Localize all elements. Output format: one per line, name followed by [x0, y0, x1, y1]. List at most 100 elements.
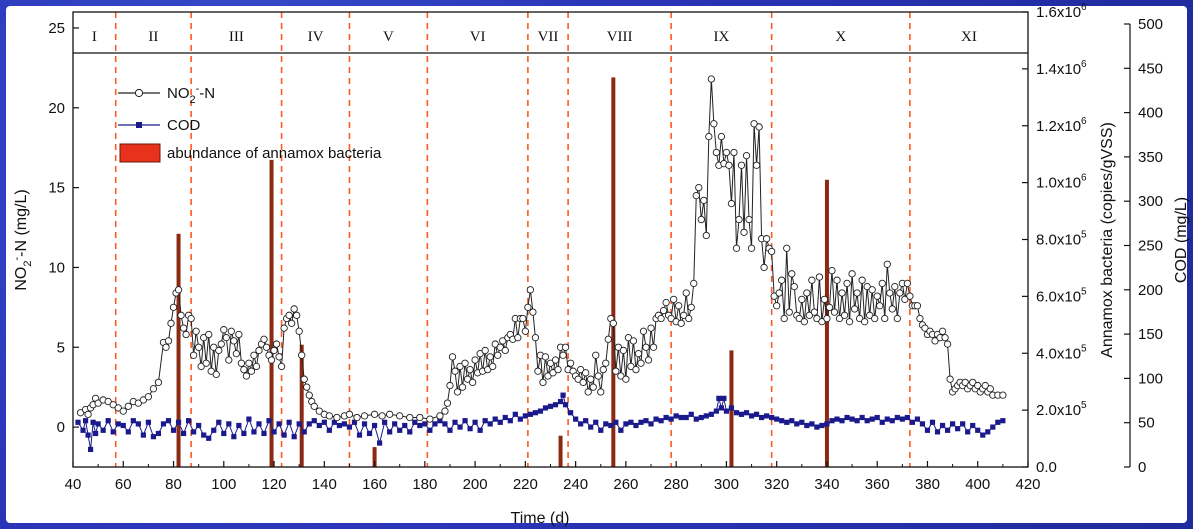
no2-point — [742, 152, 751, 160]
no2-point — [290, 305, 298, 313]
no2-point — [740, 228, 748, 236]
x-tick-label: 80 — [165, 476, 182, 493]
cod-point — [110, 429, 116, 435]
no2-point — [443, 399, 452, 407]
cod-point — [618, 427, 624, 433]
cod-point — [361, 421, 368, 427]
cod-point — [995, 419, 1001, 425]
no2-point — [823, 314, 831, 323]
cod-point — [960, 421, 966, 427]
cod-point — [769, 414, 775, 421]
no2-point — [662, 298, 670, 307]
cod-point — [703, 413, 709, 419]
cod-point — [698, 414, 704, 421]
cod-point — [512, 411, 518, 417]
cod-point — [844, 414, 850, 421]
cod-point — [201, 432, 207, 438]
svg-text:NO2--N (mg/L): NO2--N (mg/L) — [11, 189, 34, 290]
no2-point — [840, 311, 849, 319]
phase-label: IV — [308, 29, 324, 45]
phase-label: III — [229, 29, 244, 45]
y-right2-tick-label: 150 — [1138, 326, 1163, 343]
no2-point — [84, 410, 92, 418]
no2-point — [554, 365, 562, 374]
cod-point — [125, 429, 131, 435]
cod-point — [688, 411, 694, 417]
no2-point — [461, 359, 469, 367]
no2-point — [182, 330, 190, 339]
cod-point — [560, 392, 566, 398]
cod-point — [120, 422, 126, 429]
no2-point — [189, 351, 198, 359]
cod-point — [593, 419, 599, 425]
cod-point — [603, 421, 609, 427]
y-right1-title: Annamox bacteria (copies/gVSS) — [1099, 122, 1116, 358]
no2-point — [858, 276, 866, 284]
no2-point — [139, 396, 148, 404]
y-right2-tick-label: 400 — [1138, 105, 1163, 122]
no2-point — [946, 375, 954, 383]
no2-point — [717, 132, 726, 141]
no2-point — [255, 346, 263, 355]
no2-point — [174, 286, 183, 294]
cod-point — [929, 419, 936, 425]
cod-point — [934, 429, 941, 435]
no2-point — [212, 370, 220, 379]
no2-point — [260, 335, 268, 343]
no2-point — [700, 196, 708, 205]
no2-point — [871, 314, 879, 323]
no2-point — [491, 340, 499, 348]
no2-point — [810, 308, 819, 316]
cod-point — [366, 430, 373, 437]
x-tick-label: 200 — [463, 476, 488, 493]
y-left-title: NO2--N (mg/L) — [11, 189, 34, 290]
x-tick-label: 400 — [965, 476, 990, 493]
cod-point — [145, 419, 151, 425]
cod-point — [1000, 418, 1006, 424]
no2-point — [770, 292, 778, 300]
no2-point — [566, 359, 575, 367]
cod-point — [733, 410, 740, 416]
no2-point — [154, 378, 163, 387]
no2-point — [825, 303, 834, 312]
no2-point — [820, 295, 829, 304]
x-tick-label: 320 — [764, 476, 789, 493]
cod-point — [165, 418, 172, 424]
no2-point — [725, 161, 733, 169]
cod-point — [608, 422, 614, 429]
y-right2-tick-label: 0 — [1138, 459, 1146, 476]
y-right1-tick-label: 1.4x106 — [1036, 59, 1087, 78]
no2-point — [119, 407, 127, 415]
no2-point — [378, 412, 386, 420]
no2-point — [860, 318, 869, 326]
legend-bar-swatch — [119, 143, 161, 163]
no2-point — [489, 362, 497, 371]
no2-point — [594, 372, 602, 380]
y-right1-tick-label: 1.0x106 — [1036, 173, 1087, 192]
cod-point — [291, 434, 297, 440]
no2-point — [710, 120, 718, 128]
cod-point — [115, 421, 121, 427]
no2-point — [524, 303, 532, 312]
no2-point — [210, 343, 218, 351]
cod-point — [789, 418, 795, 424]
cod-point — [693, 416, 699, 422]
cod-point — [537, 408, 544, 414]
x-tick-label: 240 — [563, 476, 588, 493]
no2-point — [778, 276, 786, 284]
cod-point — [517, 416, 523, 422]
cod-point — [774, 416, 780, 422]
cod-point — [346, 424, 353, 430]
no2-point — [272, 340, 281, 348]
cod-point — [130, 418, 136, 424]
cod-point — [316, 422, 322, 429]
no2-point — [798, 295, 806, 304]
cod-point — [658, 418, 664, 424]
cod-point — [497, 419, 503, 425]
no2-point — [732, 244, 741, 252]
y-left-title-sup: - — [11, 257, 23, 261]
no2-point — [916, 314, 924, 323]
bacteria-bar — [824, 179, 829, 467]
no2-point — [544, 372, 552, 380]
cod-point — [985, 429, 991, 435]
